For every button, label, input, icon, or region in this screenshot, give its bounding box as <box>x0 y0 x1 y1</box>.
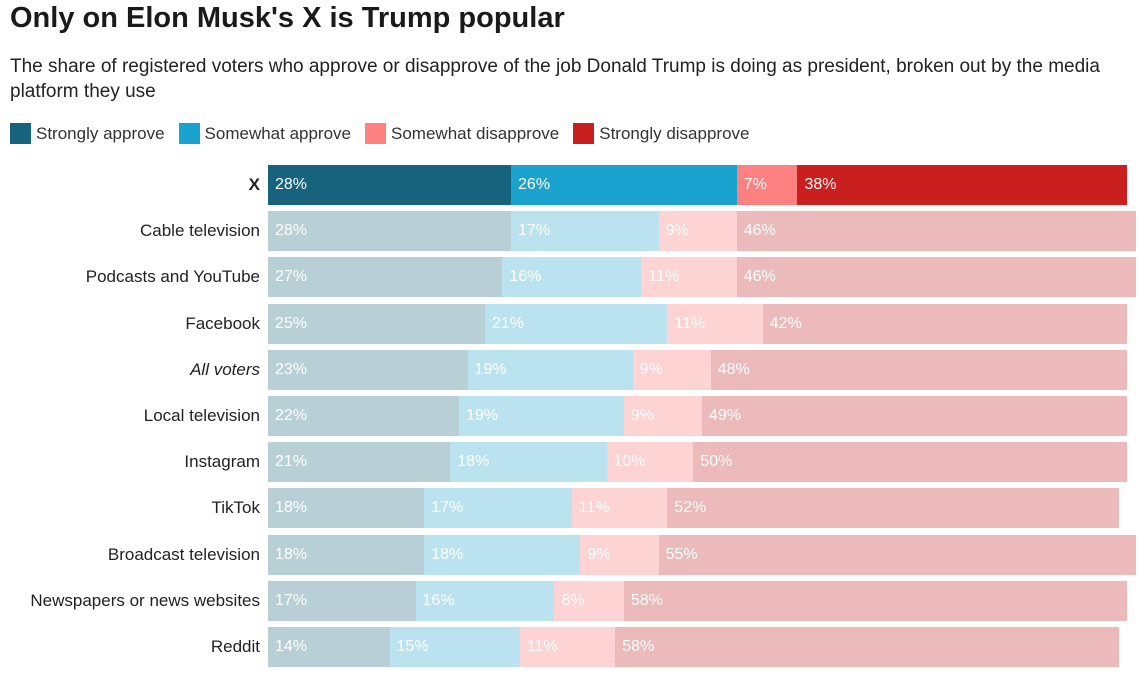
legend-label: Strongly approve <box>36 123 165 143</box>
category-label: Reddit <box>210 637 260 656</box>
category-label: Newspapers or news websites <box>30 590 260 610</box>
bar-segment: 11% <box>667 303 763 344</box>
bar-segment: 46% <box>736 257 1136 298</box>
category-label: X <box>248 175 260 194</box>
bar-row: Newspapers or news websites 17% 16% 8% 58% <box>0 580 1146 621</box>
chart-subtitle: The share of registered voters who appro… <box>10 56 1100 102</box>
category-label: Podcasts and YouTube <box>85 267 260 287</box>
bar-segment: 18% <box>424 534 581 575</box>
bar-segment: 9% <box>658 211 737 252</box>
legend-label: Somewhat disapprove <box>391 123 560 143</box>
bar-segment: 28% <box>268 211 512 252</box>
legend-label: Somewhat approve <box>204 123 352 143</box>
bar-segment: 11% <box>519 627 616 667</box>
bar-row: Reddit 14% 15% 11% 58% <box>0 627 1146 667</box>
bar-segment: 38% <box>797 165 1128 205</box>
legend: Strongly approve Somewhat approve Somewhat… <box>10 123 750 144</box>
bar-segment: 46% <box>736 211 1136 252</box>
bar-row: Broadcast television 18% 18% 9% 55% <box>0 534 1146 575</box>
bar-segment: 18% <box>268 488 425 529</box>
legend-item: Somewhat approve <box>178 123 352 144</box>
bar-segment: 18% <box>268 534 425 575</box>
chart-title: Only on Elon Musk's X is Trump popular <box>10 2 565 34</box>
bar-segment: 21% <box>485 303 668 344</box>
legend-swatch <box>573 123 595 144</box>
bar-row: X 28% 26% 7% 38% <box>0 165 1146 205</box>
category-label: Broadcast television <box>107 544 260 564</box>
bar-segment: 48% <box>710 349 1128 390</box>
bar-segment: 19% <box>458 396 624 436</box>
category-label: Facebook <box>185 313 260 333</box>
bar-segment: 11% <box>641 257 737 298</box>
bar-segment: 16% <box>415 580 555 621</box>
bar-segment: 15% <box>389 627 520 667</box>
bar-segment: 52% <box>667 488 1119 529</box>
category-label: Cable television <box>139 221 260 241</box>
bar-row: Cable television 28% 17% 9% 46% <box>0 211 1146 252</box>
bar-segment: 21% <box>268 442 451 483</box>
bar-segment: 11% <box>571 488 668 529</box>
bar-segment: 16% <box>502 257 642 298</box>
category-label: Instagram <box>184 452 260 472</box>
bar-segment: 9% <box>623 396 702 436</box>
category-label: TikTok <box>211 498 261 518</box>
bar-segment: 17% <box>424 488 572 529</box>
bar-segment: 22% <box>268 396 459 436</box>
bar-segment: 25% <box>268 303 485 344</box>
bar-segment: 42% <box>762 303 1128 344</box>
category-label: Local television <box>143 406 260 425</box>
bar-segment: 26% <box>511 165 737 205</box>
bar-segment: 18% <box>450 442 607 483</box>
legend-item: Strongly approve <box>10 123 165 144</box>
bar-segment: 10% <box>606 442 694 483</box>
bar-segment: 7% <box>736 165 798 205</box>
legend-swatch <box>365 123 387 144</box>
bar-segment: 9% <box>632 349 711 390</box>
bar-row: Facebook 25% 21% 11% 42% <box>0 303 1146 344</box>
bar-segment: 17% <box>511 211 659 252</box>
bar-segment: 9% <box>580 534 659 575</box>
bar-segment: 58% <box>623 580 1128 621</box>
bar-segment: 19% <box>467 349 633 390</box>
bar-row: Local television 22% 19% 9% 49% <box>0 396 1146 436</box>
bar-segment: 58% <box>615 627 1119 667</box>
legend-swatch <box>10 123 31 144</box>
bar-row: TikTok 18% 17% 11% 52% <box>0 488 1146 529</box>
bar-segment: 27% <box>268 257 503 298</box>
bar-row: Instagram 21% 18% 10% 50% <box>0 442 1146 483</box>
legend-label: Strongly disapprove <box>599 123 750 143</box>
bar-segment: 49% <box>702 396 1128 436</box>
category-label: All voters <box>190 359 260 379</box>
legend-item: Strongly disapprove <box>573 123 750 144</box>
bar-segment: 50% <box>693 442 1128 483</box>
bar-row: All voters 23% 19% 9% 48% <box>0 349 1146 390</box>
bar-segment: 55% <box>658 534 1136 575</box>
legend-swatch <box>178 123 200 144</box>
bar-segment: 28% <box>268 165 512 205</box>
bar-segment: 8% <box>554 580 624 621</box>
bar-row: Podcasts and YouTube 27% 16% 11% 46% <box>0 257 1146 298</box>
bar-segment: 23% <box>268 349 468 390</box>
bar-segment: 14% <box>268 627 390 667</box>
legend-item: Somewhat disapprove <box>365 123 559 144</box>
bar-segment: 17% <box>268 580 416 621</box>
